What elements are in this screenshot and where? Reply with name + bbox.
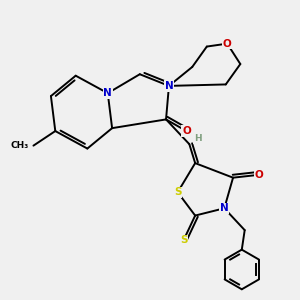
Text: O: O <box>223 39 232 49</box>
Text: H: H <box>194 134 201 143</box>
Text: S: S <box>180 235 187 245</box>
Text: O: O <box>255 170 264 180</box>
Text: N: N <box>103 88 112 98</box>
Text: N: N <box>220 203 229 213</box>
Text: O: O <box>182 126 191 136</box>
Text: N: N <box>165 81 173 91</box>
Text: S: S <box>174 187 182 197</box>
Text: CH₃: CH₃ <box>11 141 29 150</box>
